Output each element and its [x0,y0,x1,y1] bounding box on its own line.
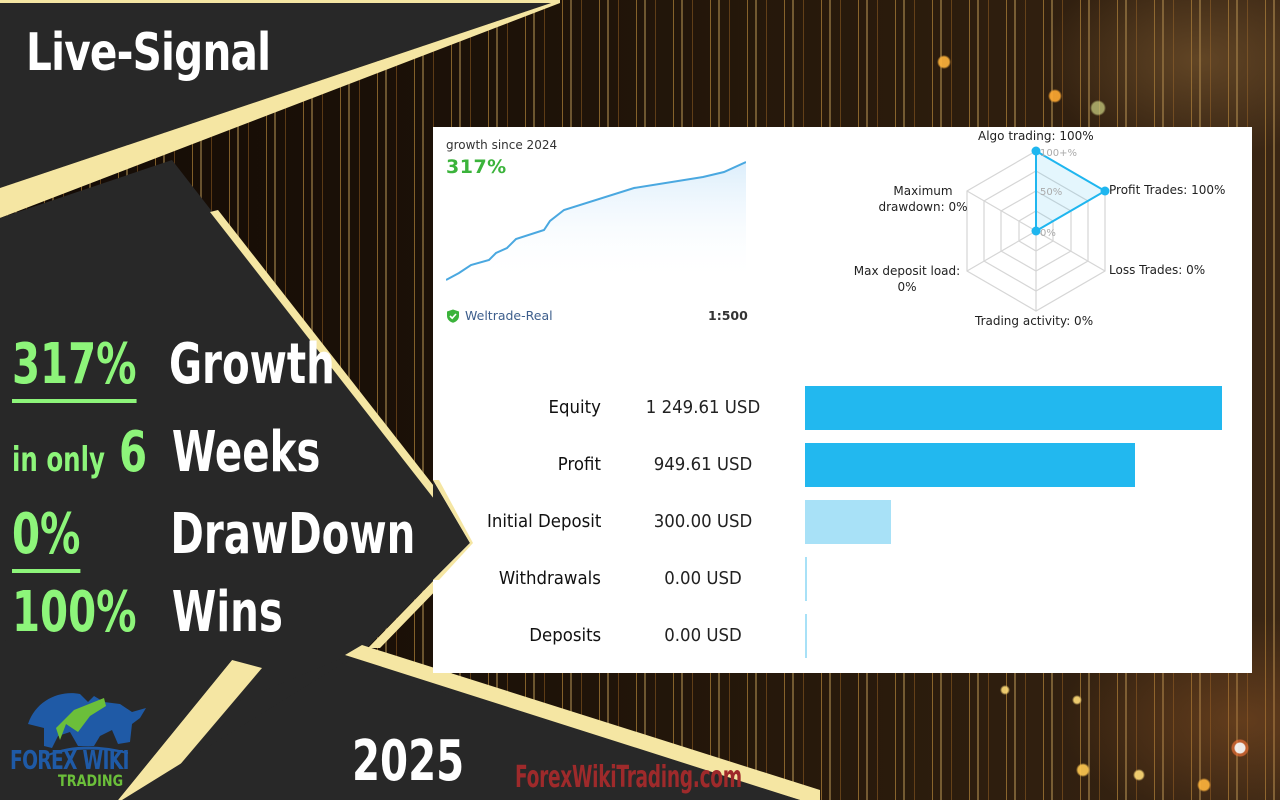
stat-weeks: in only 6 Weeks [12,418,320,495]
profit-bar [805,443,1135,487]
stat-wins-label: Wins [171,580,283,645]
broker-badge[interactable]: Weltrade-Real [446,308,553,323]
initial-deposit-bar [805,500,891,544]
equity-bar [805,386,1222,430]
radar-label-trading-activity: Trading activity: 0% [975,314,1094,328]
initial-deposit-value: 300.00 USD [653,511,753,532]
stat-growth-label: Growth [168,332,335,397]
logo-text-forex-wiki: FOREX WIKI [10,746,129,776]
equity-label: Equity [548,397,601,418]
growth-value: 317% [446,156,507,178]
radar-label-max-deposit-load: Max deposit load: 0% [853,264,961,294]
radar-label-max-drawdown: Maximum drawdown: 0% [878,184,968,214]
leverage-value: 1:500 [708,308,748,323]
svg-text:50%: 50% [1040,187,1062,198]
stat-growth-value: 317% [12,332,137,403]
withdrawals-label: Withdrawals [499,568,601,589]
svg-text:0%: 0% [1040,228,1056,239]
growth-sparkline-chart[interactable] [446,157,746,297]
deposits-label: Deposits [529,625,601,646]
stat-row-equity: Equity 1 249.61 USD [433,386,1252,430]
verified-shield-icon [447,309,459,323]
deposits-bar [805,614,807,658]
initial-deposit-label: Initial Deposit [486,511,601,532]
stat-drawdown-label: DrawDown [170,502,416,567]
logo-text-trading: TRADING [58,771,124,790]
profit-value: 949.61 USD [653,454,753,475]
stat-row-deposits: Deposits 0.00 USD [433,614,1252,658]
radar-chart: 100+% 50% 0% [966,146,1110,312]
withdrawals-value: 0.00 USD [664,568,742,589]
stat-wins: 100% Wins [12,578,283,648]
profit-label: Profit [557,454,601,475]
withdrawals-bar [805,557,807,601]
radar-label-profit-trades: Profit Trades: 100% [1109,183,1226,197]
radar-label-algo-trading: Algo trading: 100% [978,129,1094,143]
deposits-value: 0.00 USD [664,625,742,646]
broker-name: Weltrade-Real [465,308,553,323]
year-label: 2025 [352,729,465,794]
stat-growth: 317% Growth [12,330,335,403]
stat-row-initial-deposit: Initial Deposit 300.00 USD [433,500,1252,544]
stat-weeks-label: Weeks [171,420,321,485]
bull-bear-logo-icon [28,693,146,756]
stat-weeks-value: 6 [118,420,148,485]
svg-text:100+%: 100+% [1040,148,1077,159]
stat-weeks-prefix: in only [12,440,105,480]
website-link[interactable]: ForexWikiTrading.com [515,760,742,795]
growth-label: growth since 2024 [446,138,558,152]
stat-row-withdrawals: Withdrawals 0.00 USD [433,557,1252,601]
stat-row-profit: Profit 949.61 USD [433,443,1252,487]
banner-title: Live-Signal [26,23,271,83]
signal-widget: growth since 2024 317% Weltrade-Real 1:5… [433,127,1252,673]
stat-drawdown-value: 0% [12,502,81,573]
arrow-tip-overlap [433,480,473,580]
equity-value: 1 249.61 USD [645,397,761,418]
stat-drawdown: 0% DrawDown [12,500,415,573]
stat-wins-value: 100% [12,580,137,645]
radar-label-loss-trades: Loss Trades: 0% [1109,263,1206,277]
